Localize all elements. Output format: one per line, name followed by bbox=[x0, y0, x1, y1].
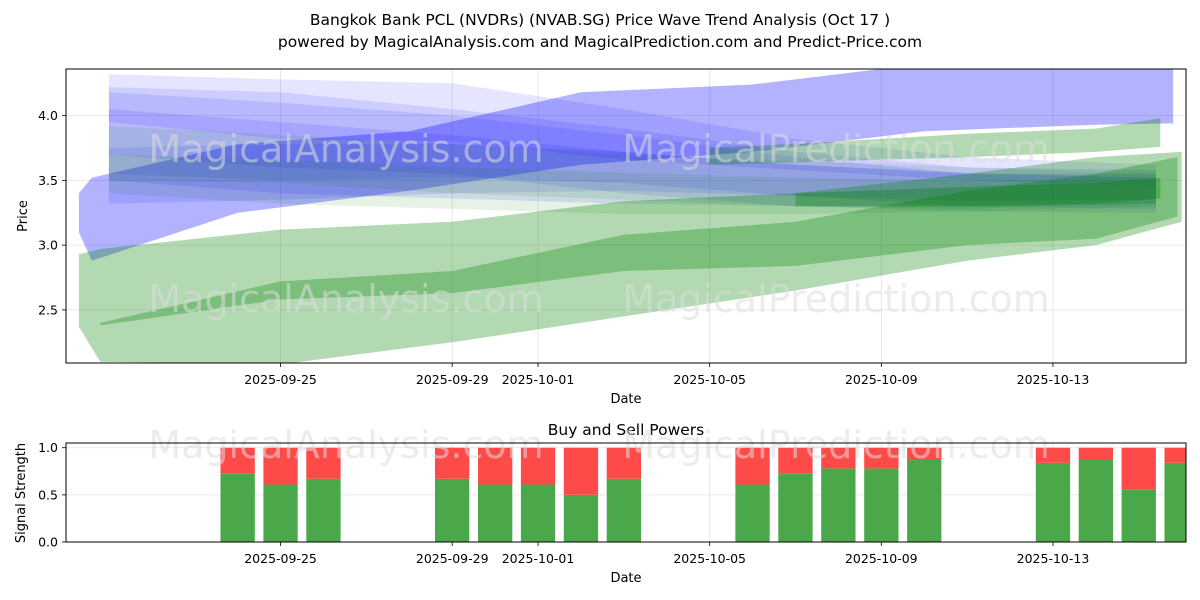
power-x-tick-label: 2025-10-09 bbox=[845, 551, 918, 566]
price-x-tick-label: 2025-09-25 bbox=[244, 372, 317, 387]
price-chart-y-axis: 2.5 3.0 3.5 4.0 bbox=[38, 108, 66, 317]
power-bars bbox=[220, 447, 1186, 542]
blue-wave-band-2 bbox=[108, 87, 1156, 209]
buy-power-bar bbox=[1121, 489, 1156, 542]
buy-power-bar bbox=[864, 468, 899, 542]
sell-power-bar bbox=[735, 447, 770, 485]
buy-sell-power-chart: Buy and Sell Powers MagicalAnalysis.com … bbox=[14, 421, 1187, 586]
power-x-tick-label: 2025-10-05 bbox=[673, 551, 746, 566]
power-y-tick-label: 0.5 bbox=[38, 487, 58, 502]
price-chart-ylabel: Price bbox=[16, 200, 31, 232]
buy-power-bar bbox=[735, 484, 770, 542]
green-wave-band-0 bbox=[78, 151, 1182, 363]
price-chart-grid bbox=[66, 69, 1186, 363]
price-y-tick-label: 4.0 bbox=[38, 108, 58, 123]
sell-power-bar bbox=[563, 447, 599, 495]
buy-power-bar bbox=[907, 459, 942, 542]
buy-power-bar bbox=[606, 478, 641, 542]
sell-power-bar bbox=[821, 447, 856, 469]
blue-wave-band-3 bbox=[108, 92, 1156, 213]
price-y-tick-label: 3.0 bbox=[38, 238, 58, 253]
power-y-tick-label: 0.0 bbox=[38, 535, 58, 550]
sell-power-bar bbox=[435, 447, 470, 479]
watermark-analysis-bottom: MagicalAnalysis.com bbox=[148, 423, 543, 467]
sell-power-bar bbox=[220, 447, 255, 474]
price-x-tick-label: 2025-10-01 bbox=[502, 372, 575, 387]
power-chart-xlabel: Date bbox=[610, 571, 641, 586]
sell-power-bar bbox=[1121, 447, 1156, 490]
sell-power-bar bbox=[1164, 447, 1186, 463]
buy-power-bar bbox=[1078, 459, 1113, 542]
blue-wave-band-4 bbox=[108, 109, 1156, 209]
power-x-tick-label: 2025-10-01 bbox=[502, 551, 575, 566]
green-wave-band-2 bbox=[709, 118, 1161, 165]
figure-title-line2: powered by MagicalAnalysis.com and Magic… bbox=[278, 33, 922, 51]
green-wave-band-3 bbox=[795, 177, 1161, 207]
sell-power-bar bbox=[864, 447, 899, 469]
price-y-tick-label: 2.5 bbox=[38, 302, 58, 317]
power-chart-watermarks: MagicalAnalysis.com MagicalPrediction.co… bbox=[148, 423, 1049, 467]
buy-power-bar bbox=[263, 484, 298, 542]
power-chart-title: Buy and Sell Powers bbox=[548, 421, 705, 439]
sell-power-bar bbox=[778, 447, 813, 474]
figure-title-line1: Bangkok Bank PCL (NVDRs) (NVAB.SG) Price… bbox=[310, 11, 890, 29]
sell-power-bar bbox=[478, 447, 513, 485]
sell-power-bar bbox=[263, 447, 298, 485]
price-x-tick-label: 2025-10-13 bbox=[1017, 372, 1090, 387]
watermark-analysis-mid: MagicalAnalysis.com bbox=[148, 277, 543, 321]
price-chart-watermarks: MagicalAnalysis.com MagicalPrediction.co… bbox=[148, 127, 1049, 321]
price-y-tick-label: 3.5 bbox=[38, 173, 58, 188]
price-chart-xlabel: Date bbox=[610, 392, 641, 407]
buy-power-bar bbox=[563, 494, 599, 542]
price-bands bbox=[78, 69, 1182, 363]
blue-wave-band-1 bbox=[108, 74, 1156, 187]
price-x-tick-label: 2025-10-05 bbox=[673, 372, 746, 387]
sell-power-bar bbox=[306, 447, 341, 479]
price-wave-chart: MagicalAnalysis.com MagicalPrediction.co… bbox=[16, 68, 1187, 407]
buy-power-bar bbox=[435, 478, 470, 542]
buy-power-bar bbox=[821, 468, 856, 542]
watermark-prediction-mid: MagicalPrediction.com bbox=[622, 277, 1050, 321]
power-chart-ylabel: Signal Strength bbox=[14, 443, 29, 543]
power-y-tick-label: 1.0 bbox=[38, 440, 58, 455]
buy-power-bar bbox=[520, 484, 556, 542]
green-wave-band-1 bbox=[100, 157, 1178, 326]
buy-power-bar bbox=[1035, 462, 1071, 542]
price-chart-x-axis: 2025-09-25 2025-09-29 2025-10-01 2025-10-05… bbox=[244, 363, 1089, 387]
sell-power-bar bbox=[520, 447, 556, 485]
power-chart-frame bbox=[65, 442, 1187, 543]
watermark-prediction-top: MagicalPrediction.com bbox=[622, 127, 1050, 171]
price-chart-frame bbox=[65, 68, 1187, 364]
power-x-tick-label: 2025-09-25 bbox=[244, 551, 317, 566]
sell-power-bar bbox=[1035, 447, 1071, 463]
price-x-tick-label: 2025-09-29 bbox=[416, 372, 489, 387]
watermark-analysis-top: MagicalAnalysis.com bbox=[148, 127, 543, 171]
sell-power-bar bbox=[606, 447, 641, 479]
green-wave-band-4 bbox=[108, 126, 1156, 207]
green-wave-band-5 bbox=[108, 154, 1156, 215]
sell-power-bar bbox=[907, 447, 942, 459]
buy-power-bar bbox=[1164, 462, 1186, 542]
watermark-prediction-bottom: MagicalPrediction.com bbox=[622, 423, 1050, 467]
buy-power-bar bbox=[478, 484, 513, 542]
buy-power-bar bbox=[306, 478, 341, 542]
blue-wave-band-5 bbox=[108, 144, 1156, 204]
power-x-tick-label: 2025-09-29 bbox=[416, 551, 489, 566]
buy-power-bar bbox=[778, 473, 813, 542]
sell-power-bar bbox=[1078, 447, 1113, 459]
buy-power-bar bbox=[220, 473, 255, 542]
power-chart-y-axis: 0.0 0.5 1.0 bbox=[38, 440, 66, 550]
power-x-tick-label: 2025-10-13 bbox=[1017, 551, 1090, 566]
price-x-tick-label: 2025-10-09 bbox=[845, 372, 918, 387]
blue-wave-band-0 bbox=[78, 69, 1174, 261]
power-chart-x-axis: 2025-09-25 2025-09-29 2025-10-01 2025-10-05… bbox=[244, 542, 1089, 566]
